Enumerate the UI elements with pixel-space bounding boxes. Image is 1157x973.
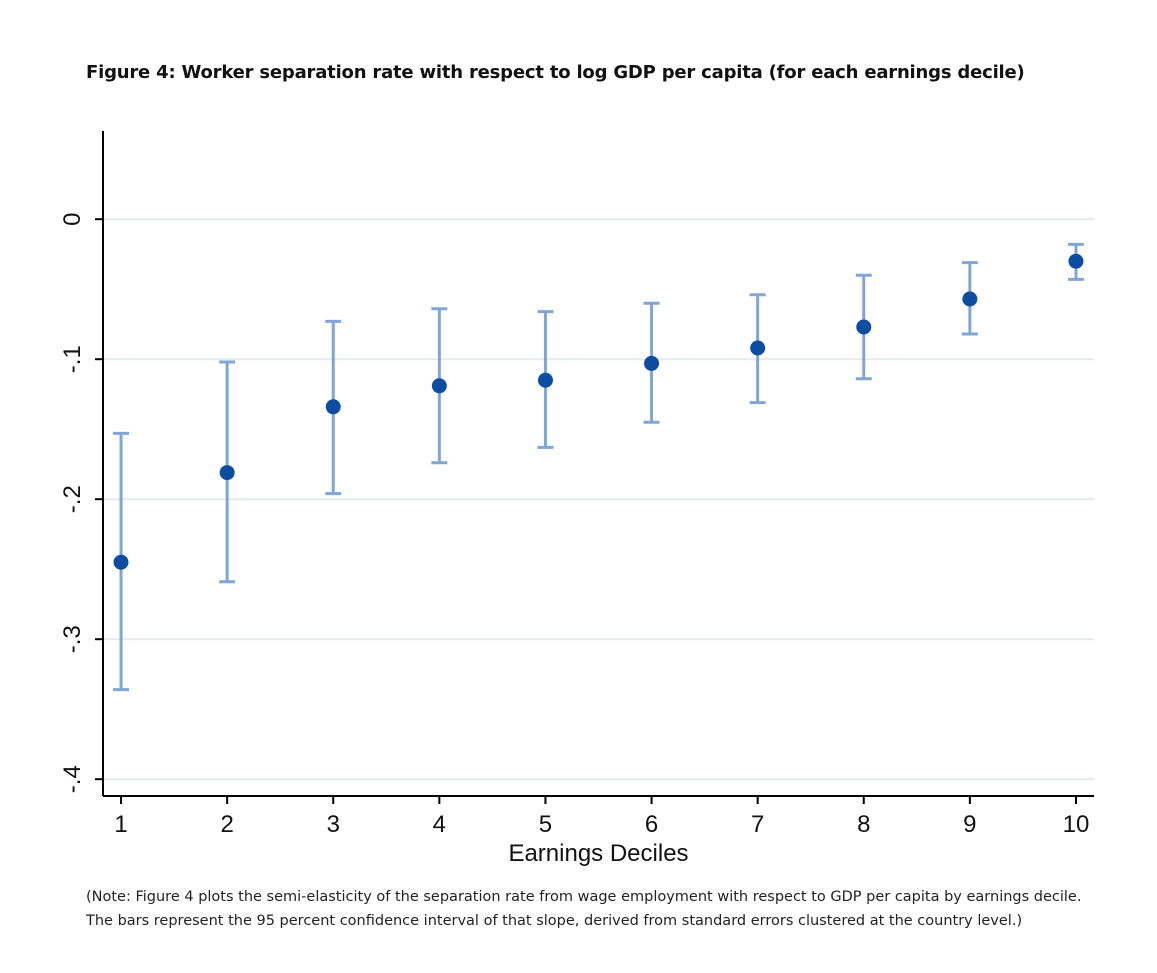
x-tick-label: 3 [327,811,340,838]
data-point [1068,253,1084,269]
grid-lines [103,218,1094,781]
figure-note: (Note: Figure 4 plots the semi-elasticit… [86,885,1146,933]
data-point [962,291,978,307]
data-point [644,355,660,371]
x-tick-label: 9 [963,811,976,838]
data-point [219,465,235,481]
x-tick-label: 7 [751,811,764,838]
y-tick-label: 0 [59,213,86,226]
data-point [856,319,872,335]
x-tick-label: 2 [220,811,233,838]
x-tick-label: 1 [114,811,127,838]
data-point [750,340,766,356]
chart-plot: 0 -.1 -.2 -.3 -.4 1 2 3 4 5 6 7 8 9 10 Earnings Decile… [59,131,1094,867]
data-point [113,554,129,570]
x-tick-label: 6 [645,811,658,838]
y-tick-label: -.3 [59,625,86,653]
x-tick-label: 8 [857,811,870,838]
tick-labels: 0 -.1 -.2 -.3 -.4 1 2 3 4 5 6 7 8 9 10 [59,213,1089,838]
x-tick-label: 10 [1063,811,1090,838]
point-estimates [113,253,1084,570]
y-tick-label: -.2 [59,485,86,513]
axes [95,131,1094,804]
data-point [537,372,553,388]
data-point [325,399,341,415]
note-line-2: The bars represent the 95 percent confid… [86,913,1023,929]
confidence-intervals [113,242,1084,692]
data-point [431,378,447,394]
x-tick-label: 5 [539,811,552,838]
x-tick-label: 4 [433,811,446,838]
x-axis-title: Earnings Deciles [508,840,688,867]
y-tick-label: -.4 [59,765,86,793]
note-line-1: (Note: Figure 4 plots the semi-elasticit… [86,889,1082,905]
figure-title: Figure 4: Worker separation rate with re… [86,62,1025,83]
y-tick-label: -.1 [59,345,86,373]
